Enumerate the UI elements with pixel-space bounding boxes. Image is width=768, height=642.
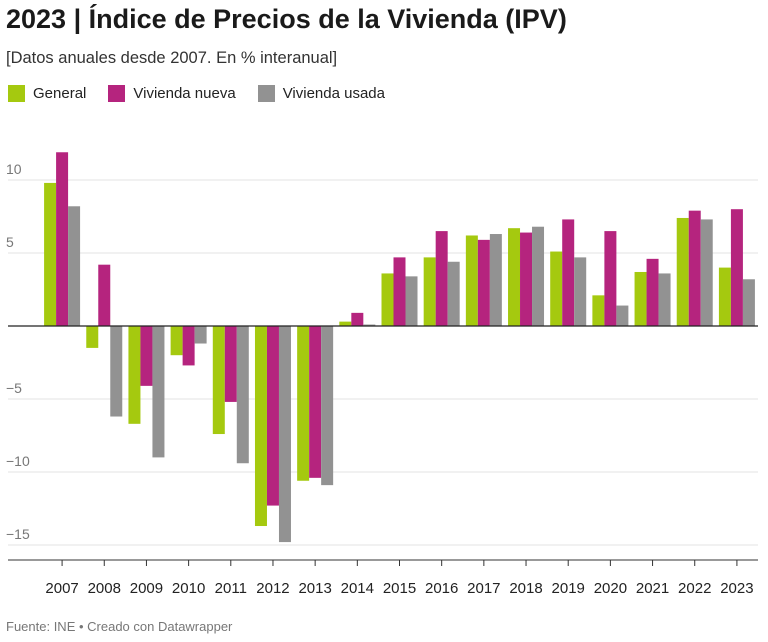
- bar-general-2022: [676, 217, 689, 326]
- x-tick-label: 2012: [256, 580, 289, 597]
- bar-general-2010: [170, 326, 183, 356]
- bar-general-2018: [508, 228, 521, 326]
- bar-vivienda-usada-2015: [405, 276, 418, 326]
- bar-general-2014: [339, 321, 352, 326]
- y-tick-label: −10: [6, 453, 30, 469]
- bar-vivienda-usada-2021: [658, 273, 671, 326]
- bar-vivienda-usada-2008: [110, 326, 123, 417]
- bar-general-2012: [254, 326, 267, 527]
- bar-general-2023: [718, 267, 731, 326]
- legend-item-general: General: [8, 85, 86, 102]
- x-tick-label: 2023: [720, 580, 753, 597]
- x-tick-label: 2021: [636, 580, 669, 597]
- bar-chart: −15 −10 −5 5 10 2007 2008 2009 2010 2011 2012 2013 2…: [6, 152, 758, 597]
- chart-subtitle: [Datos anuales desde 2007. En % interanu…: [6, 49, 338, 67]
- bar-vivienda-usada-2017: [489, 234, 502, 326]
- bar-vivienda-nueva-2020: [604, 231, 617, 326]
- bar-general-2021: [634, 271, 647, 326]
- chart-title: 2023 | Índice de Precios de la Vivienda …: [6, 4, 567, 34]
- bar-vivienda-nueva-2007: [56, 152, 69, 326]
- x-tick-label: 2009: [130, 580, 163, 597]
- bar-vivienda-usada-2009: [152, 326, 165, 458]
- bar-vivienda-usada-2011: [236, 326, 249, 464]
- bar-vivienda-nueva-2008: [98, 264, 111, 326]
- bar-vivienda-usada-2019: [574, 257, 587, 326]
- x-tick-label: 2014: [341, 580, 374, 597]
- x-tick-label: 2019: [552, 580, 585, 597]
- legend-label-vivienda-nueva: Vivienda nueva: [133, 85, 236, 102]
- bar-vivienda-nueva-2021: [646, 258, 659, 326]
- bar-general-2019: [550, 251, 563, 326]
- bar-vivienda-nueva-2009: [140, 326, 153, 386]
- bar-vivienda-usada-2016: [447, 261, 460, 326]
- bar-vivienda-nueva-2017: [477, 239, 490, 326]
- bar-vivienda-usada-2012: [278, 326, 291, 543]
- bar-vivienda-nueva-2015: [393, 257, 406, 326]
- x-tick-label: 2011: [215, 580, 247, 597]
- x-tick-label: 2007: [45, 580, 78, 597]
- bar-vivienda-usada-2010: [194, 326, 207, 344]
- bar-vivienda-usada-2023: [742, 279, 755, 326]
- bar-vivienda-usada-2022: [700, 219, 713, 326]
- bar-general-2017: [465, 235, 478, 326]
- bar-vivienda-nueva-2013: [309, 326, 322, 478]
- legend-item-vivienda-nueva: Vivienda nueva: [108, 85, 236, 102]
- x-tick-label: 2016: [425, 580, 458, 597]
- bar-general-2016: [423, 257, 436, 326]
- legend-swatch-general: [8, 85, 25, 102]
- x-tick-label: 2017: [467, 580, 500, 597]
- bar-general-2007: [44, 182, 57, 326]
- bar-vivienda-usada-2018: [532, 226, 545, 326]
- legend: General Vivienda nueva Vivienda usada: [8, 85, 407, 102]
- x-tick-label: 2018: [509, 580, 542, 597]
- bar-vivienda-nueva-2016: [435, 231, 448, 326]
- x-tick-label: 2013: [298, 580, 331, 597]
- bar-vivienda-nueva-2010: [182, 326, 195, 366]
- legend-item-vivienda-usada: Vivienda usada: [257, 85, 385, 102]
- bar-general-2020: [592, 295, 605, 326]
- x-tick-label: 2015: [383, 580, 416, 597]
- x-tick-label: 2022: [678, 580, 711, 597]
- bar-vivienda-usada-2020: [616, 305, 629, 326]
- y-tick-label: −5: [6, 380, 22, 396]
- bar-vivienda-nueva-2023: [730, 209, 743, 326]
- bar-vivienda-nueva-2019: [562, 219, 575, 326]
- legend-swatch-vivienda-usada: [257, 85, 275, 102]
- bar-vivienda-nueva-2011: [224, 326, 237, 402]
- legend-swatch-vivienda-nueva: [108, 85, 126, 102]
- bar-general-2013: [297, 326, 310, 481]
- legend-label-general: General: [33, 85, 87, 102]
- x-tick-label: 2008: [88, 580, 121, 597]
- bar-vivienda-nueva-2012: [266, 326, 279, 506]
- y-tick-label: 10: [6, 161, 22, 177]
- bar-vivienda-usada-2013: [321, 326, 334, 486]
- y-tick-label: 5: [6, 234, 14, 250]
- bar-general-2008: [86, 326, 99, 348]
- x-tick-label: 2010: [172, 580, 205, 597]
- bar-vivienda-nueva-2014: [351, 312, 364, 326]
- bar-vivienda-nueva-2022: [688, 210, 701, 326]
- footer-source: Fuente: INE • Creado con Datawrapper: [6, 619, 233, 634]
- bar-vivienda-usada-2014: [363, 324, 376, 326]
- legend-label-vivienda-usada: Vivienda usada: [282, 85, 385, 102]
- bar-vivienda-usada-2007: [68, 206, 81, 326]
- bar-general-2009: [128, 326, 141, 424]
- x-tick-label: 2020: [594, 580, 627, 597]
- bar-general-2015: [381, 273, 394, 326]
- bar-general-2011: [212, 326, 225, 435]
- y-tick-label: −15: [6, 526, 30, 542]
- bar-vivienda-nueva-2018: [520, 232, 533, 326]
